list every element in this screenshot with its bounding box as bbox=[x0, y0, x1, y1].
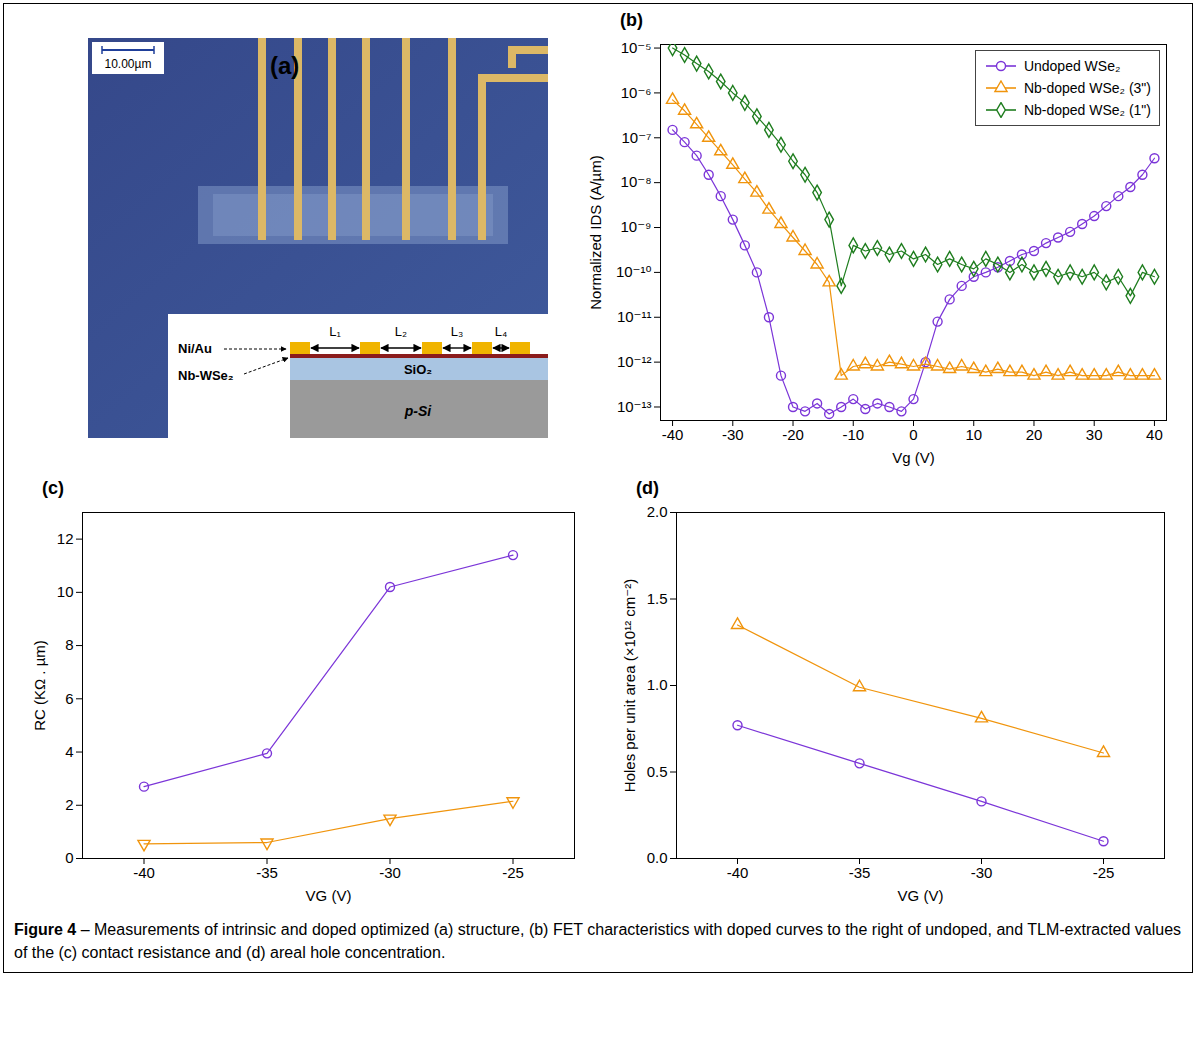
svg-text:8: 8 bbox=[65, 636, 73, 653]
svg-text:VG (V): VG (V) bbox=[898, 887, 944, 904]
html-text:Nb-doped WSe₂ (1"): Nb-doped WSe₂ (1") bbox=[1023, 102, 1151, 118]
svg-text:0.5: 0.5 bbox=[647, 763, 668, 780]
svg-text:12: 12 bbox=[57, 530, 74, 547]
svg-text:Normalized IDS (A/µm): Normalized IDS (A/µm) bbox=[587, 155, 604, 310]
html-text:(c): (c) bbox=[42, 478, 64, 498]
svg-text:-25: -25 bbox=[1093, 864, 1115, 881]
svg-text:(a): (a) bbox=[270, 52, 299, 79]
svg-text:10⁻⁶: 10⁻⁶ bbox=[621, 84, 652, 101]
svg-text:Nb-WSe₂: Nb-WSe₂ bbox=[178, 368, 234, 383]
svg-text:10⁻⁵: 10⁻⁵ bbox=[621, 39, 652, 56]
svg-text:RC (KΩ . µm): RC (KΩ . µm) bbox=[31, 640, 48, 731]
svg-text:L₄: L₄ bbox=[495, 324, 508, 339]
svg-text:0: 0 bbox=[909, 426, 917, 443]
svg-text:20: 20 bbox=[1026, 426, 1043, 443]
svg-text:L₂: L₂ bbox=[395, 324, 407, 339]
svg-text:0.0: 0.0 bbox=[647, 849, 668, 866]
html-text:Nb-doped WSe₂ (3"): Nb-doped WSe₂ (3") bbox=[1023, 80, 1151, 96]
svg-text:-30: -30 bbox=[722, 426, 744, 443]
svg-text:Holes per unit area (×10¹² cm⁻: Holes per unit area (×10¹² cm⁻²) bbox=[621, 579, 638, 792]
html-text:Figure 4 – Measurements of int: Figure 4 – Measurements of intrinsic and… bbox=[14, 921, 1182, 962]
svg-text:-30: -30 bbox=[379, 864, 401, 881]
svg-text:4: 4 bbox=[65, 743, 73, 760]
svg-text:40: 40 bbox=[1146, 426, 1163, 443]
svg-text:10⁻⁸: 10⁻⁸ bbox=[621, 173, 652, 190]
svg-text:10.00µm: 10.00µm bbox=[105, 57, 152, 71]
svg-text:0: 0 bbox=[65, 849, 73, 866]
svg-text:-10: -10 bbox=[842, 426, 864, 443]
svg-text:-30: -30 bbox=[971, 864, 993, 881]
svg-text:10⁻⁷: 10⁻⁷ bbox=[621, 129, 651, 146]
svg-text:-35: -35 bbox=[849, 864, 871, 881]
svg-text:6: 6 bbox=[65, 690, 73, 707]
svg-text:1.0: 1.0 bbox=[647, 676, 668, 693]
svg-text:SiO₂: SiO₂ bbox=[404, 362, 432, 377]
svg-text:-35: -35 bbox=[256, 864, 278, 881]
svg-text:-40: -40 bbox=[727, 864, 749, 881]
svg-text:Ni/Au: Ni/Au bbox=[178, 341, 212, 356]
svg-text:10⁻¹²: 10⁻¹² bbox=[617, 353, 652, 370]
html-text:(b): (b) bbox=[620, 10, 643, 30]
svg-text:2.0: 2.0 bbox=[647, 503, 668, 520]
svg-text:1.5: 1.5 bbox=[647, 590, 668, 607]
svg-text:10⁻¹⁰: 10⁻¹⁰ bbox=[616, 263, 652, 280]
svg-text:10⁻¹³: 10⁻¹³ bbox=[617, 398, 652, 415]
html-text:(d): (d) bbox=[636, 478, 659, 498]
svg-text:L₃: L₃ bbox=[451, 324, 464, 339]
svg-text:-25: -25 bbox=[502, 864, 524, 881]
svg-text:2: 2 bbox=[65, 796, 73, 813]
svg-text:-40: -40 bbox=[133, 864, 155, 881]
svg-text:Vg (V): Vg (V) bbox=[892, 449, 935, 466]
html-text:Undoped WSe₂: Undoped WSe₂ bbox=[1023, 58, 1121, 74]
svg-text:10⁻¹¹: 10⁻¹¹ bbox=[617, 308, 652, 325]
svg-text:p-Si: p-Si bbox=[404, 403, 433, 419]
svg-text:-40: -40 bbox=[662, 426, 684, 443]
svg-text:VG (V): VG (V) bbox=[306, 887, 352, 904]
svg-text:10: 10 bbox=[965, 426, 982, 443]
svg-text:10⁻⁹: 10⁻⁹ bbox=[620, 218, 651, 235]
svg-text:L₁: L₁ bbox=[329, 324, 341, 339]
svg-text:30: 30 bbox=[1086, 426, 1103, 443]
svg-text:10: 10 bbox=[57, 583, 74, 600]
svg-text:-20: -20 bbox=[782, 426, 804, 443]
